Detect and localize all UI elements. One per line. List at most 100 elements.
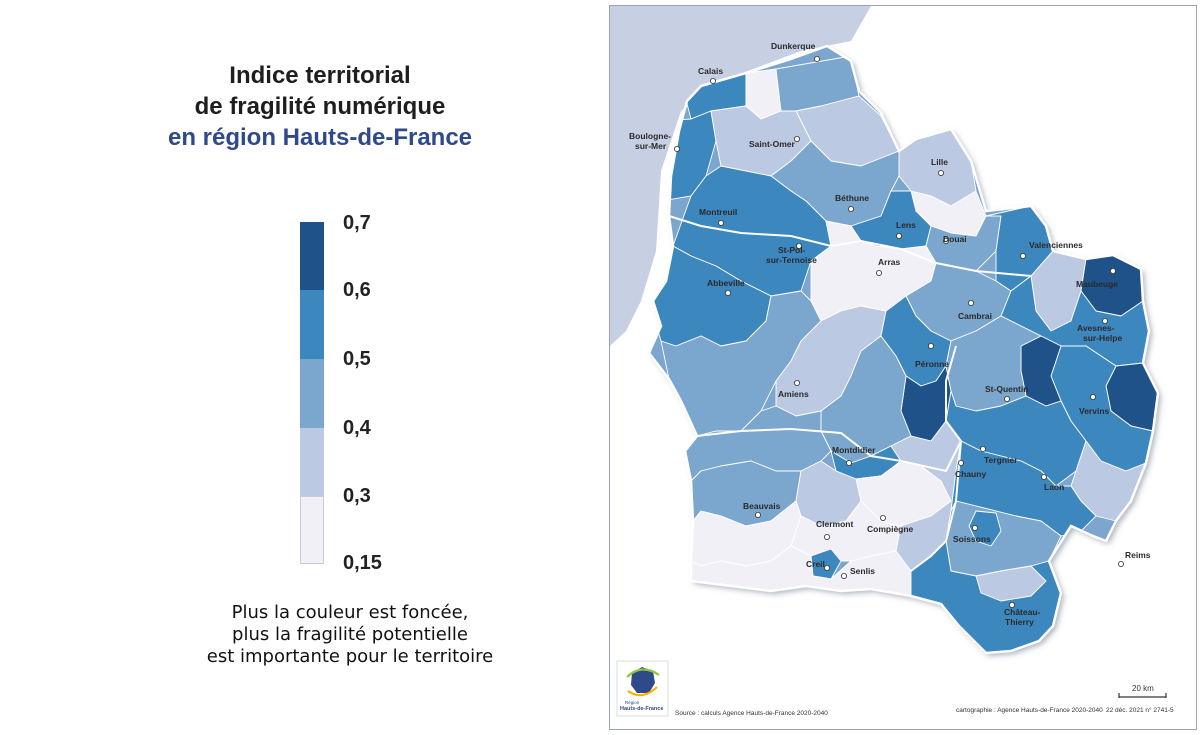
legend-label-06: 0,6 xyxy=(343,279,371,301)
legend-swatch-05 xyxy=(300,359,324,428)
title-line-1: Indice territorial xyxy=(229,62,411,89)
caption-line-1: Plus la couleur est foncée, xyxy=(231,602,469,623)
title-line-2: de fragilité numérique xyxy=(194,93,446,120)
department-boundary-north xyxy=(668,215,1032,277)
city-dot-boulogne xyxy=(674,145,681,152)
city-dot-clermont xyxy=(824,534,831,541)
legend-label-07: 0,7 xyxy=(343,212,371,234)
legend-label-05: 0,5 xyxy=(343,348,371,370)
department-boundary-south xyxy=(696,427,962,473)
city-dot-chauny xyxy=(958,459,965,466)
map-credit: cartographie : Agence Hauts-de-France 20… xyxy=(956,707,1103,714)
city-label-abbeville: Abbeville xyxy=(707,278,745,288)
city-label-montreuil: Montreuil xyxy=(699,207,737,217)
region-logo: Région Hauts-de-France xyxy=(616,660,669,717)
legend-label-015: 0,15 xyxy=(343,552,382,574)
city-label-saint-omer: Saint-Omer xyxy=(749,139,796,149)
city-dot-chateau-thierry xyxy=(1009,602,1016,609)
city-markers xyxy=(674,56,1125,609)
city-dot-senlis xyxy=(841,573,848,580)
city-label-avesnes-1: Avesnes- xyxy=(1077,323,1115,333)
map-reference: 22 déc. 2021 n° 2741-5 xyxy=(1106,706,1174,714)
city-dot-amiens xyxy=(794,379,801,386)
city-dot-tergnier xyxy=(980,445,987,452)
city-label-beauvais: Beauvais xyxy=(743,501,781,511)
city-labels: Dunkerque Calais Boulogne- sur-Mer Saint… xyxy=(629,41,1151,627)
legend-swatch-03 xyxy=(300,496,324,564)
title-block: Indice territorial de fragilité numériqu… xyxy=(60,60,580,153)
scale-bar: 20 km xyxy=(1118,684,1167,698)
city-label-clermont: Clermont xyxy=(816,519,853,529)
legend-swatch-06 xyxy=(300,290,324,359)
logo-text-2: Hauts-de-France xyxy=(620,706,663,712)
caption: Plus la couleur est foncée, plus la frag… xyxy=(140,602,560,668)
city-dot-avesnes xyxy=(1102,317,1109,324)
city-label-soissons: Soissons xyxy=(953,534,991,544)
city-dot-abbeville xyxy=(725,289,732,296)
city-dot-lille xyxy=(938,169,945,176)
city-label-tergnier: Tergnier xyxy=(984,455,1018,465)
city-label-chateau-1: Château- xyxy=(1004,607,1041,617)
title-line-3: en région Hauts-de-France xyxy=(167,124,473,151)
city-label-senlis: Senlis xyxy=(850,566,875,576)
territory-valois xyxy=(975,565,1047,602)
city-label-boulogne-1: Boulogne- xyxy=(629,131,671,141)
city-label-laon: Laon xyxy=(1044,482,1064,492)
city-dot-maubeuge xyxy=(1110,267,1117,274)
city-label-reims: Reims xyxy=(1125,550,1151,560)
city-label-lens: Lens xyxy=(896,220,916,230)
city-label-maubeuge: Maubeuge xyxy=(1076,279,1118,289)
city-label-creil: Creil xyxy=(806,559,825,569)
logo-text-1: Région xyxy=(625,700,640,705)
region-outline xyxy=(647,44,1160,655)
city-dot-reims xyxy=(1118,561,1125,568)
legend-swatch-07 xyxy=(300,222,324,290)
city-label-montdidier: Montdidier xyxy=(832,445,876,455)
city-dot-soissons xyxy=(972,525,979,532)
city-dot-calais xyxy=(710,78,717,85)
caption-line-3: est importante pour le territoire xyxy=(206,646,494,667)
city-dot-beauvais xyxy=(755,511,762,518)
city-label-boulogne-2: sur-Mer xyxy=(635,141,667,151)
city-dot-laon xyxy=(1041,473,1048,480)
city-dot-arras xyxy=(876,269,883,276)
city-dot-compiegne xyxy=(880,515,887,522)
city-label-chateau-2: Thierry xyxy=(1005,617,1034,627)
city-dot-dunkerque xyxy=(814,56,821,63)
city-dot-saint-quentin xyxy=(1004,395,1011,402)
city-label-saint-quentin: St-Quentin xyxy=(985,384,1028,394)
scale-label: 20 km xyxy=(1132,684,1154,693)
city-label-stpol-2: sur-Ternoise xyxy=(766,255,817,265)
city-dot-bethune xyxy=(848,205,855,212)
city-label-calais: Calais xyxy=(698,66,723,76)
city-dot-stpol xyxy=(796,242,803,249)
city-label-avesnes-2: sur-Helpe xyxy=(1083,333,1122,343)
city-label-dunkerque: Dunkerque xyxy=(771,41,816,51)
territory-soissons-core xyxy=(968,510,1002,547)
city-label-vervins: Vervins xyxy=(1079,406,1110,416)
city-label-peronne: Péronne xyxy=(915,359,949,369)
logo-france-icon xyxy=(631,667,655,693)
region-map: Dunkerque Calais Boulogne- sur-Mer Saint… xyxy=(610,6,1196,729)
city-dot-valenciennes xyxy=(1020,252,1027,259)
logo-swoosh-green xyxy=(626,668,660,678)
city-dot-lens xyxy=(896,232,903,239)
city-label-compiegne: Compiègne xyxy=(867,524,914,534)
city-label-cambrai: Cambrai xyxy=(958,311,992,321)
map-frame: Dunkerque Calais Boulogne- sur-Mer Saint… xyxy=(609,5,1197,730)
city-label-douai: Douai xyxy=(943,234,967,244)
city-dot-montreuil xyxy=(718,219,725,226)
legend-label-03: 0,3 xyxy=(343,485,371,507)
city-dot-montdidier xyxy=(846,459,853,466)
legend-swatch-04 xyxy=(300,428,324,496)
logo-swoosh-yellow xyxy=(627,686,658,697)
city-dot-peronne xyxy=(928,342,935,349)
city-dot-vervins xyxy=(1090,393,1097,400)
city-label-amiens: Amiens xyxy=(778,389,809,399)
legend-label-04: 0,4 xyxy=(343,417,371,439)
city-label-chauny: Chauny xyxy=(955,469,986,479)
department-boundary-east xyxy=(910,345,963,572)
city-label-bethune: Béthune xyxy=(835,193,869,203)
city-label-stpol-1: St-Pol- xyxy=(778,245,806,255)
city-label-valenciennes: Valenciennes xyxy=(1029,240,1083,250)
